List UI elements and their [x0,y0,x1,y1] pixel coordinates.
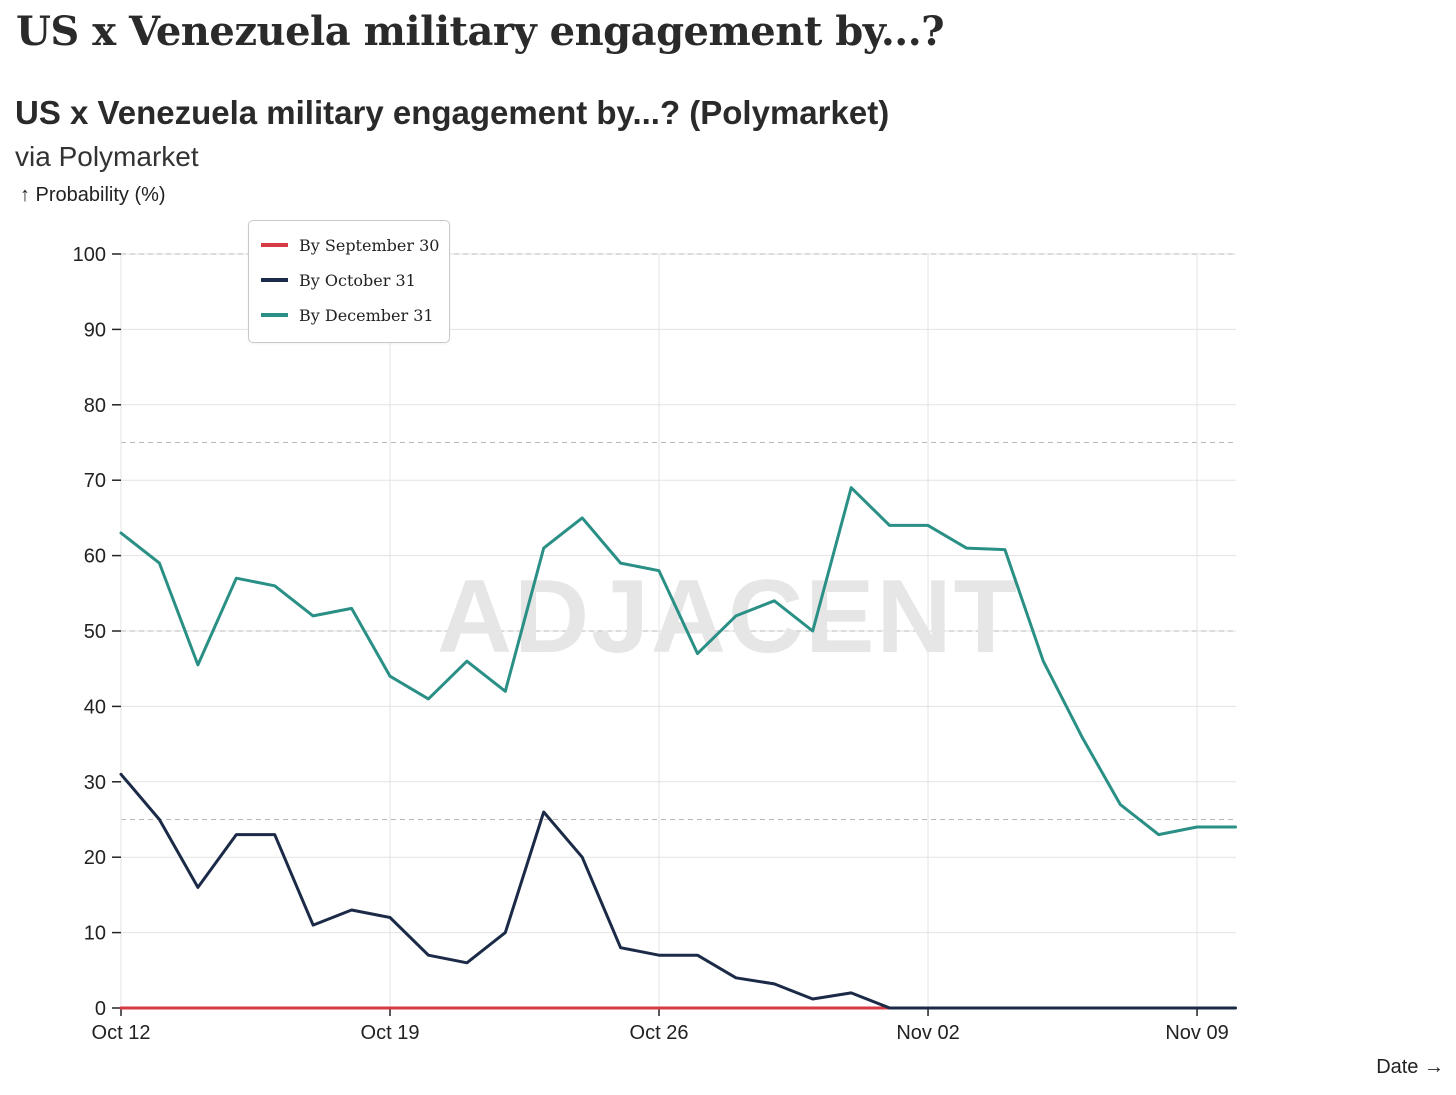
legend-label: By September 30 [299,235,440,255]
chart-title: US x Venezuela military engagement by...… [15,94,890,131]
legend-item-dec31[interactable]: By December 31 [261,303,434,327]
x-tick-label: Nov 02 [896,1022,959,1044]
legend-label: By December 31 [299,305,434,325]
y-tick-label: 40 [84,696,106,718]
y-tick-label: 80 [84,395,106,417]
y-axis-label: ↑ Probability (%) [20,184,166,206]
y-tick-label: 90 [84,319,106,341]
legend-swatch-icon [261,313,288,317]
legend-swatch-icon [261,243,288,247]
page-title: US x Venezuela military engagement by...… [16,8,945,55]
y-tick-label: 0 [95,998,106,1020]
legend-label: By October 31 [299,270,416,290]
legend-item-sep30[interactable]: By September 30 [261,233,439,257]
x-tick-label: Oct 19 [361,1022,420,1044]
legend: By September 30 By October 31 By Decembe… [248,220,450,343]
series-line-by-december-31 [119,486,1237,837]
y-tick-label: 60 [84,546,106,568]
y-tick-label: 70 [84,470,106,492]
x-tick-label: Oct 12 [92,1022,151,1044]
legend-item-oct31[interactable]: By October 31 [261,268,416,292]
y-tick-label: 20 [84,847,106,869]
series [119,486,1237,1010]
y-tick-label: 100 [73,244,106,266]
x-axis-label: Date → [1376,1056,1444,1078]
watermark: ADJACENT [437,559,1019,675]
chart-subtitle: via Polymarket [15,141,199,172]
x-tick-label: Oct 26 [630,1022,689,1044]
grid [120,253,1236,1008]
y-tick-label: 50 [84,621,106,643]
y-tick-label: 30 [84,772,106,794]
x-tick-label: Nov 09 [1165,1022,1228,1044]
y-tick-label: 10 [84,923,106,945]
series-line-by-october-31 [119,772,1237,1010]
legend-swatch-icon [261,278,288,282]
axes: 0 10 20 30 40 50 60 70 80 90 100 Oct 12 Oct 19 Oct 26… [73,244,1229,1044]
